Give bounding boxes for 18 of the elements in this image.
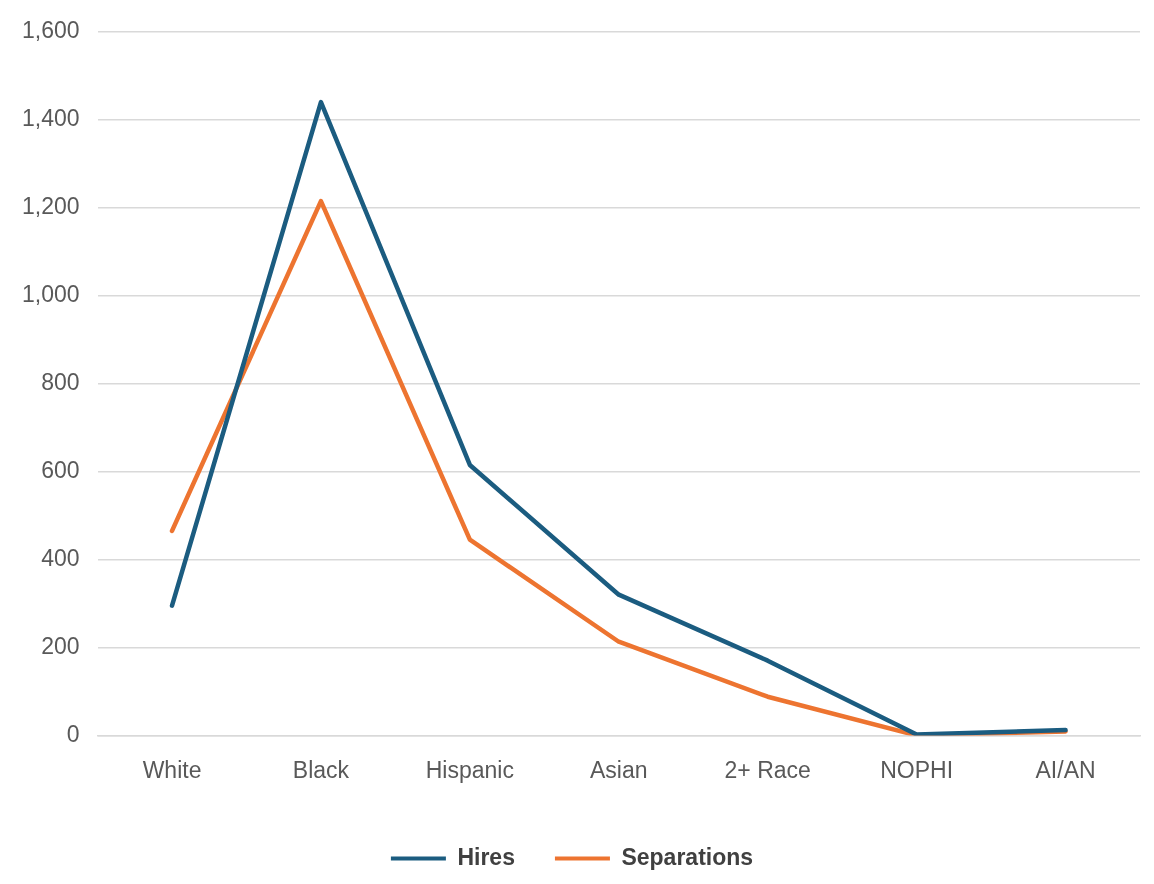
x-tick-label: Hispanic: [425, 756, 514, 783]
y-tick-label: 1,400: [21, 105, 80, 132]
y-tick-label: 1,000: [21, 280, 80, 307]
legend-label: Hires: [457, 843, 515, 870]
y-tick-label: 1,200: [21, 193, 80, 220]
y-tick-label: 400: [41, 544, 80, 571]
y-tick-label: 600: [41, 456, 80, 483]
y-tick-label: 1,600: [21, 17, 80, 44]
y-tick-label: 0: [66, 720, 80, 747]
x-tick-label: NOPHI: [880, 756, 954, 783]
y-tick-label: 200: [41, 632, 80, 659]
y-tick-label: 800: [41, 368, 80, 395]
x-tick-label: White: [142, 756, 202, 783]
x-tick-label: 2+ Race: [724, 756, 811, 783]
x-tick-label: Asian: [590, 756, 648, 783]
x-tick-label: Black: [292, 756, 350, 783]
x-tick-label: AI/AN: [1035, 756, 1096, 783]
legend-label: Separations: [621, 843, 754, 870]
